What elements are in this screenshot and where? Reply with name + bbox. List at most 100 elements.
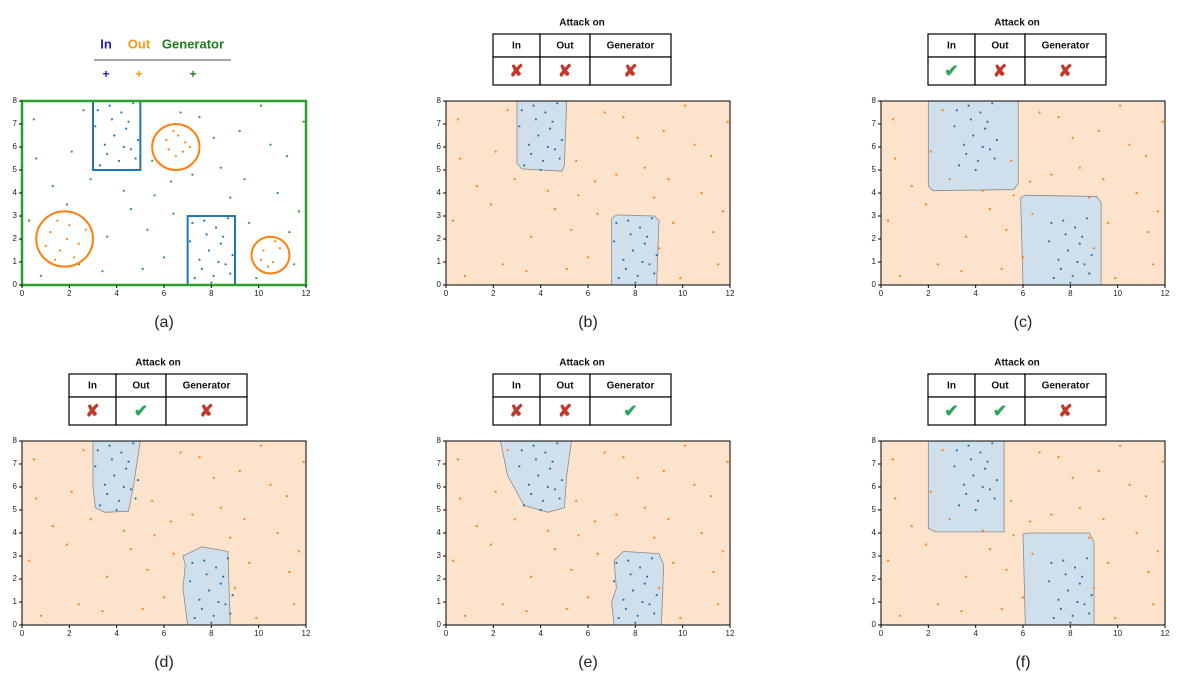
in-point [546, 485, 549, 489]
in-point [617, 277, 620, 280]
in-point [207, 589, 211, 592]
generator-point [603, 111, 606, 114]
generator-point [1156, 210, 1159, 213]
generator-point [1010, 499, 1013, 502]
generator-point [170, 520, 173, 523]
generator-point [910, 185, 913, 188]
legend-marker: + [189, 67, 196, 81]
in-point [532, 104, 535, 107]
generator-point [653, 536, 656, 539]
generator-point [129, 548, 132, 551]
generator-point [494, 490, 497, 493]
in-point [967, 104, 970, 107]
out-point [56, 219, 59, 222]
y-tick-label: 0 [13, 620, 18, 629]
y-tick-label: 3 [437, 211, 442, 220]
in-point [1088, 272, 1091, 275]
generator-point [269, 483, 272, 486]
generator-point [1005, 228, 1008, 231]
out-point [267, 265, 270, 268]
generator-point [988, 548, 991, 551]
generator-point [506, 109, 509, 112]
generator-point [459, 157, 462, 160]
generator-point [212, 476, 215, 479]
generator-point [965, 235, 968, 238]
generator-point [577, 194, 580, 197]
in-point [94, 125, 97, 128]
in-point [612, 240, 616, 243]
in-point [518, 125, 521, 128]
x-tick-label: 10 [254, 629, 263, 638]
generator-point [302, 460, 305, 463]
generator-point [1161, 120, 1164, 123]
attack-mark: ✔ [944, 61, 958, 80]
in-point [231, 254, 234, 257]
generator-point [988, 208, 991, 211]
in-point [541, 159, 545, 162]
in-point [106, 152, 109, 155]
out-region [22, 441, 306, 625]
x-tick-label: 8 [633, 629, 638, 638]
generator-point [525, 610, 528, 613]
generator-point [191, 513, 194, 516]
x-tick-label: 10 [1113, 629, 1122, 638]
generator-point [141, 267, 144, 270]
out-point [188, 145, 192, 149]
y-tick-label: 1 [872, 597, 877, 606]
x-tick-label: 6 [162, 629, 167, 638]
generator-point [1156, 550, 1159, 553]
generator-point [179, 451, 182, 454]
generator-point [586, 256, 590, 259]
generator-point [70, 490, 73, 493]
in-point [1073, 226, 1077, 229]
generator-point [172, 552, 175, 555]
in-point [653, 272, 656, 275]
in-point [537, 474, 540, 477]
generator-point [452, 219, 455, 222]
in-point [122, 145, 125, 149]
generator-point [726, 120, 729, 123]
generator-point [1021, 256, 1025, 259]
generator-point [1147, 231, 1150, 234]
y-tick-label: 8 [872, 96, 877, 105]
generator-point [894, 497, 897, 500]
generator-point [302, 120, 305, 123]
in-point [134, 157, 137, 160]
in-point [103, 483, 106, 486]
in-point [627, 559, 630, 562]
in-point [1069, 621, 1072, 624]
x-tick-label: 12 [726, 629, 735, 638]
generator-point [700, 531, 703, 535]
out-region-circle [250, 235, 291, 275]
generator-point [82, 109, 85, 112]
in-point [993, 157, 996, 160]
out-point [278, 247, 282, 250]
in-point [544, 111, 547, 114]
generator-point [898, 274, 902, 277]
in-point [96, 449, 99, 452]
generator-point [106, 575, 109, 578]
x-tick-label: 4 [538, 629, 543, 638]
in-point [125, 467, 128, 470]
in-point [125, 127, 128, 130]
generator-point [575, 159, 578, 162]
generator-point [122, 529, 125, 532]
attack-mark: ✘ [558, 401, 572, 420]
generator-point [106, 235, 109, 238]
out-point [72, 256, 76, 259]
in-point [646, 575, 649, 578]
caption: (f) [1015, 654, 1030, 671]
in-point [1083, 603, 1086, 606]
in-point [212, 614, 215, 617]
in-point [958, 504, 961, 507]
x-tick-label: 2 [491, 289, 496, 298]
generator-point [1135, 191, 1138, 195]
legend-marker: + [135, 67, 142, 81]
in-region [1020, 194, 1102, 286]
x-tick-label: 10 [678, 629, 687, 638]
generator-point [910, 525, 913, 528]
generator-point [285, 495, 289, 498]
in-point [641, 600, 644, 604]
generator-point [77, 603, 80, 606]
table-title: Attack on [135, 358, 181, 369]
